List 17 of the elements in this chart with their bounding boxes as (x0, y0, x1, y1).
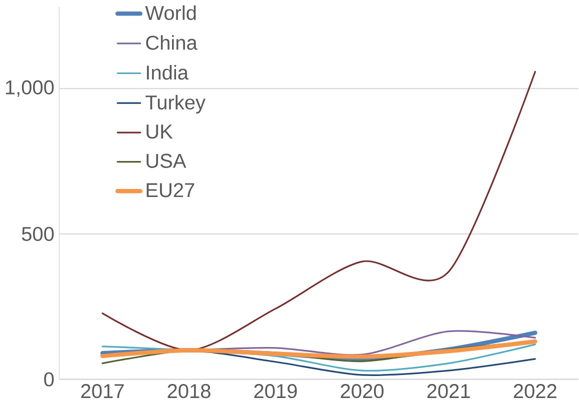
legend-label: UK (146, 124, 173, 139)
legend-label: USA (146, 154, 186, 168)
x-tick-label: 2019 (254, 384, 297, 398)
legend-label: China (146, 35, 198, 50)
legend-label: World (145, 6, 196, 20)
x-tick-label: 2022 (514, 384, 556, 398)
y-tick-label: 1,000 (6, 80, 54, 98)
y-tick-label: 500 (22, 227, 54, 242)
legend-label: India (146, 65, 188, 80)
x-tick-label: 2017 (81, 384, 124, 398)
x-tick-label: 2021 (427, 384, 470, 398)
legend-label: Turkey (146, 95, 206, 114)
y-tick-label: 0 (44, 372, 54, 387)
x-tick-label: 2020 (340, 384, 384, 398)
x-tick-label: 2018 (168, 384, 210, 398)
legend-label: EU27 (146, 183, 194, 198)
line-series (100, 340, 538, 359)
